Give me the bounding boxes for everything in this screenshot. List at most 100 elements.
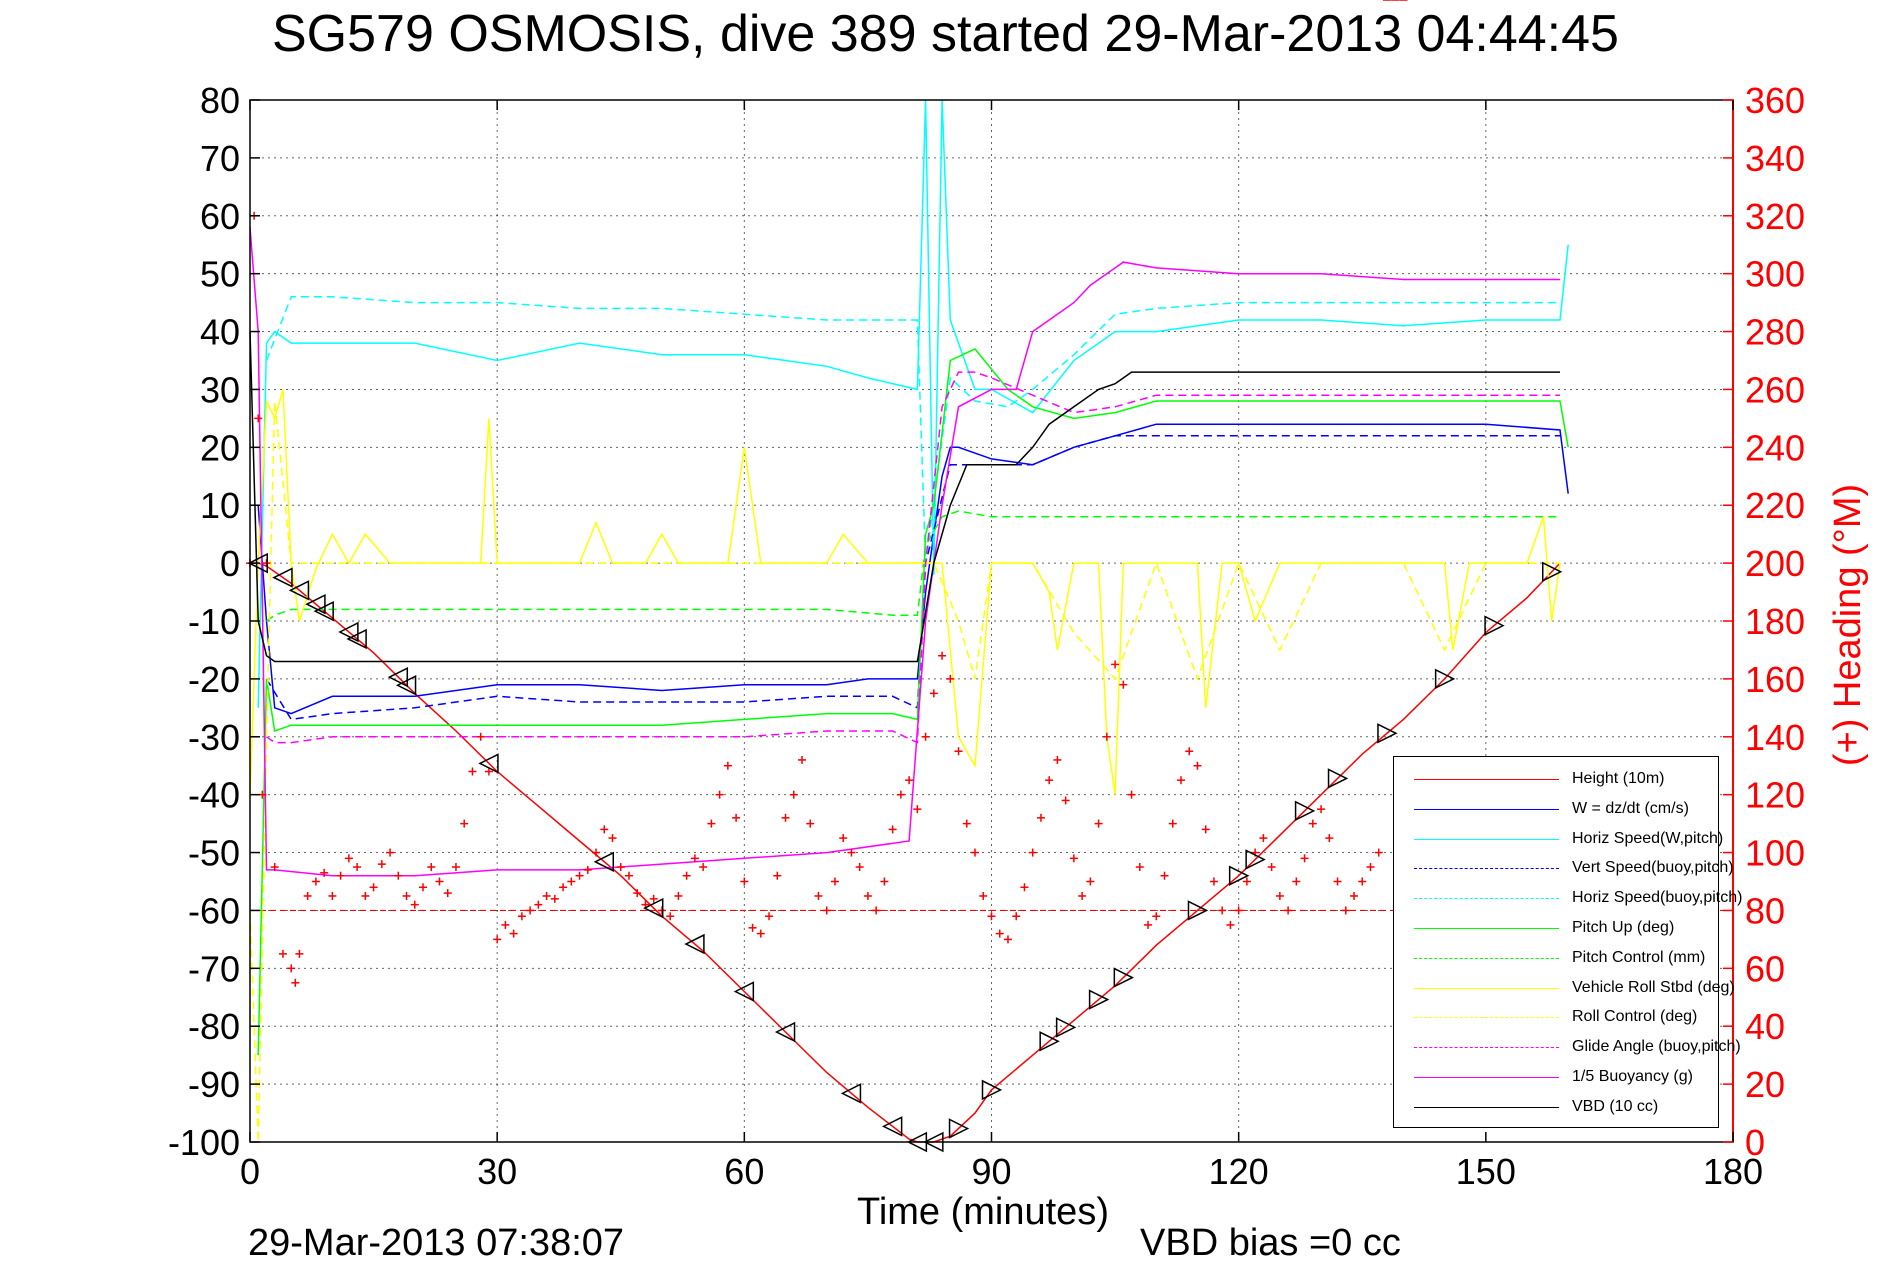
heading-point [526,906,535,915]
x-tick-label: 180 [1703,1151,1763,1192]
heading-point [1160,871,1169,880]
trajectory-marker [643,897,664,919]
heading-point [690,854,699,863]
legend-label: Horiz Speed(buoy,pitch) [1572,889,1743,907]
legend-swatch [1414,1017,1559,1019]
heading-point [1045,776,1054,785]
trajectory-marker [338,621,359,643]
y-tick-label: 30 [200,369,240,410]
x-tick-label: 60 [724,1151,764,1192]
trajectory-marker [1187,900,1209,921]
heading-point [1012,912,1021,921]
heading-point [616,863,625,872]
heading-point [1275,891,1284,900]
footer-vbd-bias: VBD bias =0 cc [1140,1222,1401,1264]
legend-item: Roll Control (deg) [1394,1003,1718,1032]
heading-point [624,871,633,880]
legend-swatch [1414,987,1559,989]
trajectory-marker [840,1083,862,1104]
heading-point [559,883,568,892]
heading-point [1284,906,1293,915]
trajectory-marker [1434,668,1456,690]
heading-point [1111,660,1120,669]
legend-label: 1/5 Buoyancy (g) [1572,1068,1693,1085]
series-line-2 [257,99,1569,708]
trajectory-marker [733,981,755,1002]
trajectory-marker [1039,1031,1060,1052]
trajectory-marker [387,666,409,688]
heading-point [1193,761,1202,770]
legend: Height (10m) W = dz/dt (cm/s) Horiz Speed(… [1393,756,1742,1128]
heading-point [287,964,296,973]
trajectory-marker [774,1021,796,1043]
heading-point [888,825,897,834]
x-tick-label: 150 [1456,1151,1516,1192]
heading-point [674,891,683,900]
heading-point [386,848,395,857]
trajectory-marker [1245,849,1266,870]
heading-point [320,868,329,877]
y-tick-label: -30 [188,717,240,758]
heading-point [781,813,790,822]
y-right-tick-label: 20 [1745,1064,1785,1105]
heading-point [699,863,708,872]
heading-point [1242,877,1251,886]
heading-point [1259,834,1268,843]
heading-point [723,761,732,770]
trajectory-marker [1377,723,1398,744]
heading-point [1341,906,1350,915]
y-right-tick-label: 40 [1745,1006,1785,1047]
x-tick-label: 120 [1209,1151,1269,1192]
y-right-tick-label: 80 [1745,890,1785,931]
trajectory-marker [1113,967,1134,988]
heading-point [303,891,312,900]
heading-point [839,834,848,843]
heading-point [1185,747,1194,756]
trajectory-marker [305,593,326,615]
y-right-tick-label: 140 [1745,717,1805,758]
heading-point [1069,854,1078,863]
legend-label: Horiz Speed(W,pitch) [1572,829,1724,847]
trajectory-marker [948,1118,970,1139]
heading-point [575,871,584,880]
legend-swatch [1414,868,1559,870]
heading-point [608,834,617,843]
heading-point [550,894,559,903]
series-line-10 [249,227,1560,877]
legend-swatch [1414,957,1559,959]
legend-item: Glide Angle (buoy,pitch) [1394,1033,1741,1062]
legend-item: Horiz Speed(buoy,pitch) [1394,884,1742,913]
heading-point [291,978,300,987]
heading-point [707,819,716,828]
heading-point [369,883,378,892]
legend-item: Vehicle Roll Stbd (deg) [1394,974,1735,1003]
heading-point [740,877,749,886]
legend-item: Horiz Speed(W,pitch) [1394,825,1723,854]
heading-point [1358,877,1367,886]
heading-point [592,848,601,857]
legend-item: Height (10m) [1394,765,1718,794]
series-line-4 [265,296,1560,564]
heading-point [855,863,864,872]
legend-item: Pitch Up (deg) [1394,914,1718,943]
heading-point [765,912,774,921]
trajectory-marker [593,851,615,873]
trajectory-marker [1088,989,1110,1010]
legend-label: Vert Speed(buoy,pitch) [1572,859,1734,877]
heading-point [1020,883,1029,892]
heading-point [798,755,807,764]
legend-label: Vehicle Roll Stbd (deg) [1572,978,1735,996]
heading-point [806,819,815,828]
y-tick-label: 0 [220,543,240,584]
heading-point [1374,848,1383,857]
legend-label: Pitch Control (mm) [1572,948,1706,966]
trajectory-marker [247,552,268,574]
y-right-tick-label: 300 [1745,254,1805,295]
legend-item: W = dz/dt (cm/s) [1394,795,1718,824]
heading-point [517,912,526,921]
heading-point [476,732,485,741]
legend-item: 1/5 Buoyancy (g) [1394,1063,1718,1092]
heading-point [1094,819,1103,828]
heading-point [600,825,609,834]
legend-swatch [1414,1106,1559,1108]
